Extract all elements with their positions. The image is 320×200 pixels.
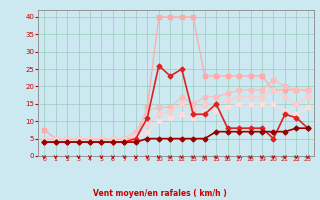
Text: Vent moyen/en rafales ( km/h ): Vent moyen/en rafales ( km/h ) bbox=[93, 189, 227, 198]
